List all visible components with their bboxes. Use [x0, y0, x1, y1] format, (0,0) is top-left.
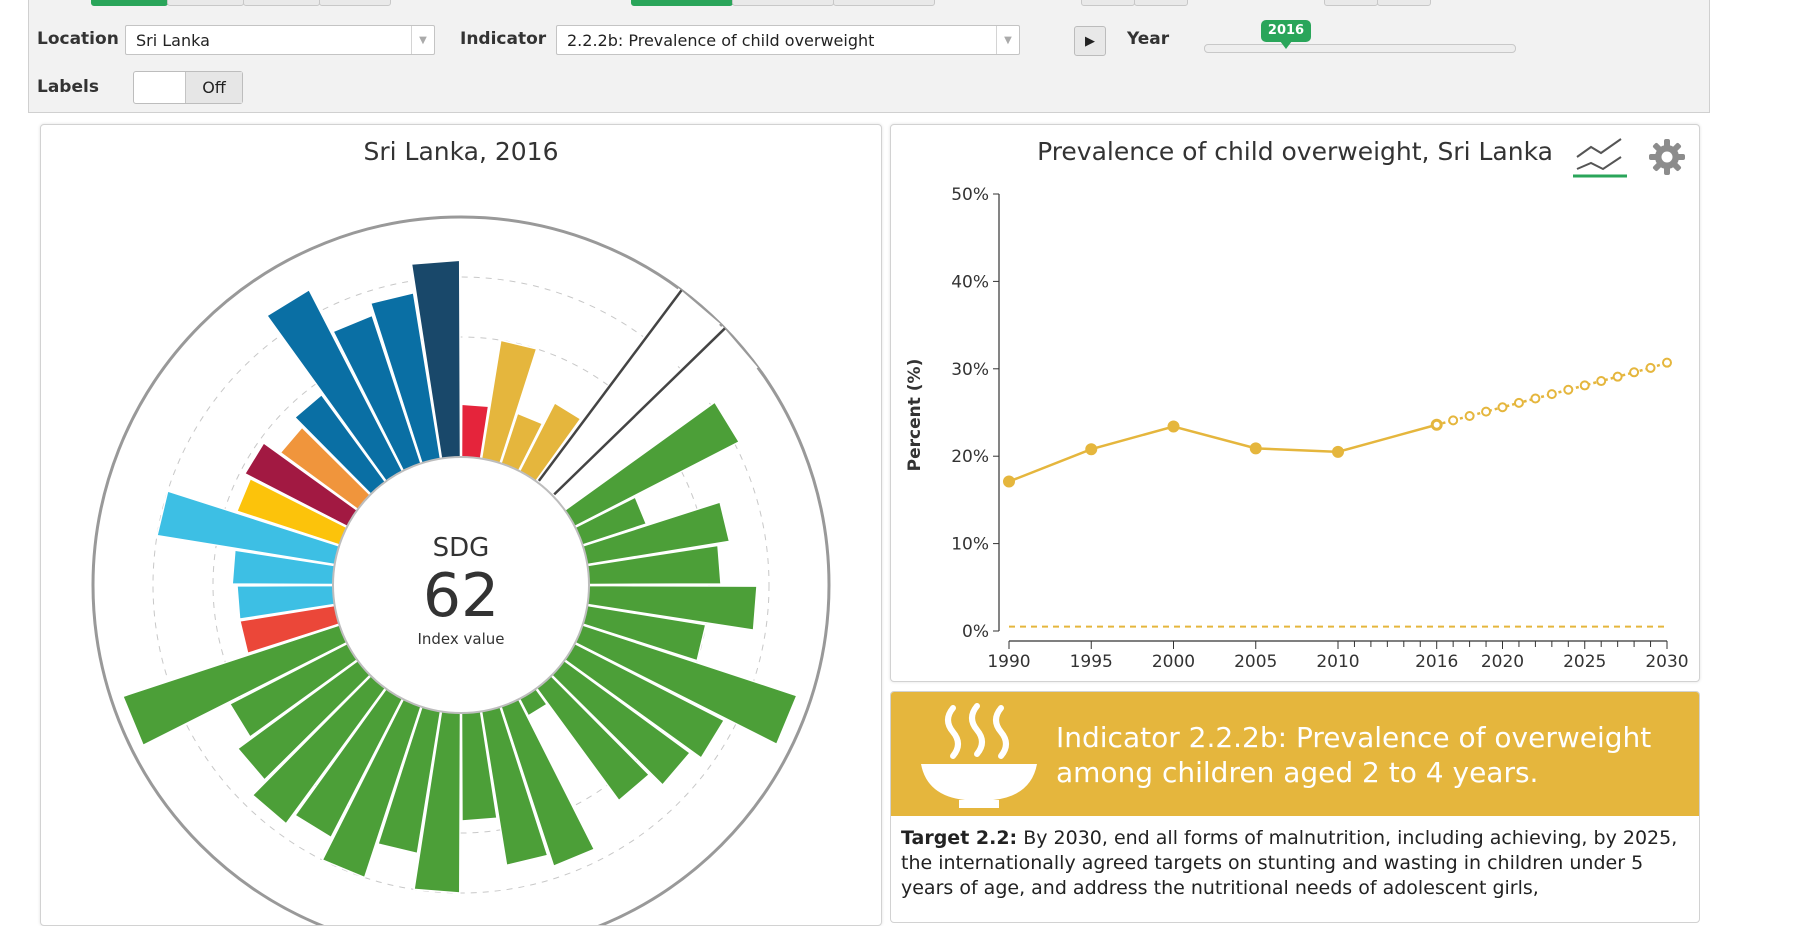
projection-point[interactable]	[1497, 402, 1508, 413]
x-tick-label: 2016	[1415, 652, 1458, 672]
data-point[interactable]	[1085, 443, 1098, 456]
projection-point[interactable]	[1563, 384, 1574, 395]
view-toggle-segment[interactable]	[91, 0, 168, 6]
play-button[interactable]: ▶	[1074, 26, 1106, 56]
projection-point[interactable]	[1629, 367, 1640, 378]
sdg-radial-panel: Sri Lanka, 2016 SDG 62 Index value	[40, 124, 882, 926]
projection-point[interactable]	[1464, 410, 1475, 421]
radial-guide-ring	[212, 336, 710, 834]
y-axis-label: Percent (%)	[905, 359, 925, 472]
radial-center-value: 62	[423, 561, 499, 631]
x-tick-label: 2025	[1563, 652, 1606, 672]
sdg-radial-chart: SDG 62 Index value	[91, 215, 831, 925]
data-point[interactable]	[1003, 475, 1015, 488]
radial-center-top: SDG	[433, 533, 490, 563]
line-chart-title: Prevalence of child overweight, Sri Lank…	[1037, 137, 1553, 166]
location-dropdown[interactable]: Sri Lanka ▼	[125, 25, 435, 55]
prevalence-line-chart: Percent (%) 0% 10% 20% 30% 40% 50% 1990 1995 200…	[905, 185, 1689, 672]
data-point[interactable]	[1249, 442, 1262, 455]
option-toggle-segment[interactable]	[1081, 0, 1135, 6]
projection-point[interactable]	[1662, 357, 1672, 368]
year-slider-track[interactable]	[1204, 44, 1516, 53]
indicator-info-panel: Indicator 2.2.2b: Prevalence of overweig…	[890, 691, 1700, 923]
play-icon: ▶	[1085, 34, 1095, 49]
year-label: Year	[1127, 29, 1170, 49]
data-point[interactable]	[1332, 445, 1344, 458]
year-slider-handle[interactable]: 2016	[1261, 20, 1311, 49]
projection-point[interactable]	[1530, 393, 1541, 404]
projection-point[interactable]	[1596, 376, 1607, 387]
y-tick-label: 40%	[951, 272, 989, 292]
view-toggle-segment[interactable]	[243, 0, 320, 6]
x-tick-label: 2005	[1234, 652, 1277, 672]
mode-toggle-segment[interactable]	[732, 0, 834, 6]
sdg-bar[interactable]	[536, 288, 721, 495]
projection-point[interactable]	[1431, 419, 1442, 430]
view-toggle-segment[interactable]	[319, 0, 391, 6]
radial-center-disc	[332, 456, 590, 714]
projection-point[interactable]	[1612, 371, 1623, 382]
labels-toggle-state: Off	[185, 72, 242, 103]
sdg-bar-missing[interactable]	[553, 327, 726, 496]
indicator-dropdown[interactable]: 2.2.2b: Prevalence of child overweight ▼	[556, 25, 1020, 55]
y-tick-label: 20%	[951, 447, 989, 467]
gear-icon[interactable]	[1647, 137, 1687, 177]
chevron-down-icon[interactable]: ▼	[411, 26, 434, 54]
projection-point[interactable]	[1546, 389, 1557, 400]
sdg-bar[interactable]	[551, 325, 758, 510]
indicator-banner: Indicator 2.2.2b: Prevalence of overweig…	[891, 692, 1699, 816]
radial-center-caption: Index value	[417, 630, 504, 648]
option-toggle-segment[interactable]	[1134, 0, 1188, 6]
projection-point[interactable]	[1448, 415, 1459, 426]
x-tick-label: 2010	[1316, 652, 1359, 672]
control-bar: Location Sri Lanka ▼ Indicator 2.2.2b: P…	[28, 0, 1710, 113]
solid-series-line	[1008, 423, 1438, 483]
dotted-series-line	[1436, 361, 1668, 426]
indicator-banner-title: Indicator 2.2.2b: Prevalence of overweig…	[1056, 721, 1652, 789]
x-tick-label: 1990	[987, 652, 1030, 672]
y-tick-label: 30%	[951, 360, 989, 380]
projection-point[interactable]	[1579, 380, 1590, 391]
trend-lines-icon[interactable]	[1573, 135, 1627, 179]
location-label: Location	[37, 29, 119, 49]
chevron-down-icon[interactable]: ▼	[996, 26, 1019, 54]
data-point[interactable]	[1167, 420, 1180, 433]
indicator-selected-value: 2.2.2b: Prevalence of child overweight	[567, 31, 875, 50]
radial-title: Sri Lanka, 2016	[363, 137, 559, 166]
location-selected-value: Sri Lanka	[136, 31, 210, 50]
projection-point[interactable]	[1645, 362, 1656, 373]
target-description: Target 2.2: By 2030, end all forms of ma…	[901, 826, 1691, 901]
target-text: By 2030, end all forms of malnutrition, …	[901, 827, 1678, 899]
target-label: Target 2.2:	[901, 827, 1018, 849]
indicator-label: Indicator	[460, 29, 547, 49]
labels-toggle[interactable]: Off	[133, 71, 243, 104]
projection-point[interactable]	[1481, 406, 1492, 417]
radial-outer-ring	[91, 215, 831, 925]
view-toggle-segment[interactable]	[167, 0, 244, 6]
soup-bowl-icon	[921, 703, 1037, 808]
option-toggle-segment[interactable]	[1324, 0, 1378, 6]
x-tick-label: 2030	[1645, 652, 1688, 672]
line-chart-panel: Prevalence of child overweight, Sri Lank…	[890, 124, 1700, 682]
labels-label: Labels	[37, 77, 99, 97]
mode-toggle-segment[interactable]	[631, 0, 733, 6]
option-toggle-segment[interactable]	[1377, 0, 1431, 6]
mode-toggle-segment[interactable]	[833, 0, 935, 6]
x-tick-label: 2020	[1481, 652, 1524, 672]
y-tick-label: 50%	[951, 185, 989, 205]
x-tick-label: 1995	[1070, 652, 1113, 672]
projection-point[interactable]	[1513, 397, 1524, 408]
x-tick-label: 2000	[1152, 652, 1195, 672]
y-tick-label: 0%	[962, 622, 989, 642]
sdg-bar-missing[interactable]	[537, 289, 683, 482]
radial-guide-ring	[152, 276, 770, 894]
y-tick-label: 10%	[951, 535, 989, 555]
